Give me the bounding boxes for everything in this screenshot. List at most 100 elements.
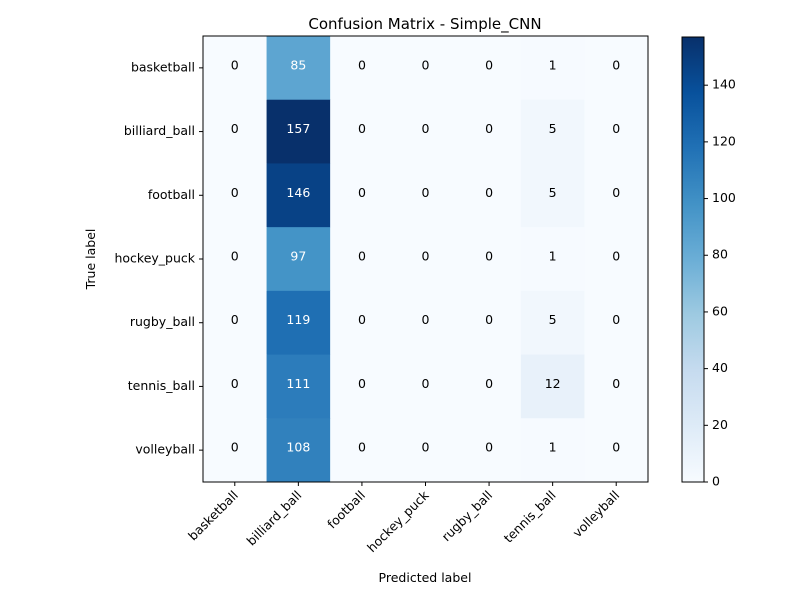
heatmap-cell [457,36,522,101]
heatmap-cell [266,290,331,356]
cell-value-label: 0 [358,185,366,200]
cell-value-label: 0 [358,376,366,391]
cell-value-label: 157 [286,121,310,136]
cell-value-label: 0 [231,312,239,327]
cell-value-label: 0 [358,249,366,264]
cell-value-label: 0 [485,185,493,200]
cell-value-label: 0 [231,440,239,455]
y-tick-label: football [148,187,195,202]
heatmap-cell [520,227,585,292]
cell-value-label: 0 [485,440,493,455]
y-tick-label: rugby_ball [130,314,195,329]
heatmap-cell [457,227,522,292]
chart-title: Confusion Matrix - Simple_CNN [308,15,541,34]
cell-value-label: 0 [231,376,239,391]
cell-value-label: 1 [549,249,557,264]
heatmap-cell [203,163,268,228]
cell-value-label: 5 [549,185,557,200]
cell-value-label: 108 [286,440,310,455]
cell-value-label: 0 [231,249,239,264]
colorbar-tick-label: 60 [712,303,728,318]
cell-value-label: 5 [549,121,557,136]
cell-value-label: 0 [485,121,493,136]
heatmap-cell [584,227,649,292]
heatmap-cell [203,36,268,101]
heatmap-cell [457,99,522,164]
heatmap-cell [203,354,268,419]
cell-value-label: 0 [231,185,239,200]
heatmap-cell [584,418,649,483]
cell-value-label: 0 [231,57,239,72]
x-tick-label: basketball [185,488,241,544]
x-tick-label: football [324,488,368,532]
cell-value-label: 0 [612,312,620,327]
y-tick-label: billiard_ball [124,123,195,138]
y-tick-label: basketball [131,59,195,74]
cell-value-label: 0 [612,185,620,200]
heatmap-cell [393,227,458,292]
x-tick-label: rugby_ball [439,488,496,545]
cell-value-label: 0 [485,312,493,327]
colorbar-tick-label: 120 [712,133,736,148]
heatmap-cell [457,418,522,483]
cell-value-label: 0 [358,440,366,455]
cell-value-label: 1 [549,57,557,72]
y-axis-ticks: basketball billiard_ball football hockey_pu… [114,59,203,457]
heatmap-cell [203,418,268,483]
heatmap-cell [457,163,522,228]
cell-value-label: 0 [422,57,430,72]
colorbar-ticks: 0 20 40 60 80 100 120 140 [704,77,736,489]
heatmap-cell [203,227,268,292]
cell-value-label: 85 [290,57,306,72]
x-axis-label: Predicted label [379,570,472,585]
heatmap-cell [584,99,649,164]
heatmap-cell [203,290,268,356]
heatmap-cell [393,290,458,356]
heatmap-cell [393,418,458,483]
x-axis-ticks: basketball billiard_ball footballhockey_pu… [185,482,622,555]
heatmap-cell [266,163,331,228]
heatmap-cell [330,227,395,292]
cell-value-label: 0 [231,121,239,136]
cell-value-label: 1 [549,440,557,455]
colorbar-tick-label: 40 [712,360,728,375]
cell-value-label: 0 [422,249,430,264]
cell-value-label: 119 [286,312,310,327]
cell-value-label: 0 [612,57,620,72]
cell-value-label: 0 [612,440,620,455]
heatmap-cell [520,36,585,101]
cell-value-label: 0 [612,249,620,264]
heatmap-cell [584,163,649,228]
heatmap-cells [203,36,649,483]
heatmap-cell [330,163,395,228]
x-tick-label: hockey_puck [364,487,432,555]
heatmap-cell [266,227,331,292]
colorbar-tick-label: 0 [712,474,720,489]
heatmap-cell [457,354,522,419]
x-tick-label: billiard_ball [244,488,305,549]
y-tick-label: tennis_ball [128,378,195,393]
heatmap-cell [330,36,395,101]
cell-value-label: 0 [358,312,366,327]
colorbar-tick-label: 20 [712,417,728,432]
heatmap-cell [330,290,395,356]
x-tick-label: volleyball [570,488,623,541]
cell-value-label: 111 [286,376,310,391]
heatmap-cell [584,354,649,419]
cell-value-label: 0 [422,440,430,455]
heatmap-cell [266,418,331,483]
colorbar [681,36,705,483]
heatmap-cell [330,354,395,419]
heatmap-cell [520,418,585,483]
heatmap-cell [584,290,649,356]
cell-value-label: 12 [545,376,561,391]
heatmap-cell [266,354,331,419]
cell-value-label: 0 [485,57,493,72]
heatmap-cell [203,99,268,164]
y-axis-label: True label [83,229,98,291]
heatmap-cell [266,99,331,164]
heatmap-cell [584,36,649,101]
heatmap-cell [330,418,395,483]
heatmap-cell [330,99,395,164]
